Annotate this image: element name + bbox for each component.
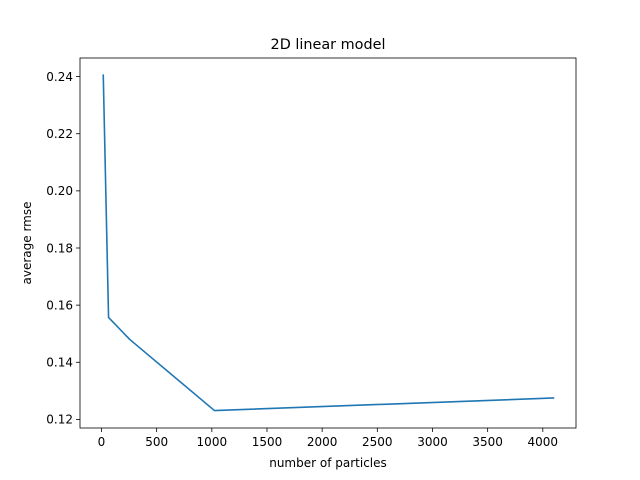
x-tick-label: 500 [145, 435, 168, 449]
x-tick-label: 2000 [307, 435, 338, 449]
x-tick-label: 1500 [252, 435, 283, 449]
x-tick-label: 3500 [472, 435, 503, 449]
y-axis-label: average rmse [20, 202, 34, 285]
axes-frame [79, 57, 577, 429]
x-tick-label: 1000 [197, 435, 228, 449]
x-tick-label: 4000 [528, 435, 559, 449]
y-tick-label: 0.24 [46, 70, 73, 84]
plot-area [102, 74, 555, 412]
x-tick-label: 2500 [362, 435, 393, 449]
series-line-0 [102, 74, 555, 412]
y-tick-label: 0.18 [46, 241, 73, 255]
y-tick-label: 0.16 [46, 298, 73, 312]
y-axis: 0.12 0.14 0.16 0.18 0.20 0.22 0.24 [46, 70, 80, 427]
chart-title: 2D linear model [271, 37, 386, 53]
y-tick-label: 0.20 [46, 184, 73, 198]
x-tick-label: 3000 [417, 435, 448, 449]
y-tick-label: 0.12 [46, 413, 73, 427]
x-axis-label: number of particles [269, 456, 387, 470]
y-tick-label: 0.22 [46, 127, 73, 141]
y-tick-label: 0.14 [46, 356, 73, 370]
x-tick-label: 0 [98, 435, 106, 449]
x-axis: 0 500 1000 1500 2000 2500 3000 3500 4000 [98, 428, 558, 449]
